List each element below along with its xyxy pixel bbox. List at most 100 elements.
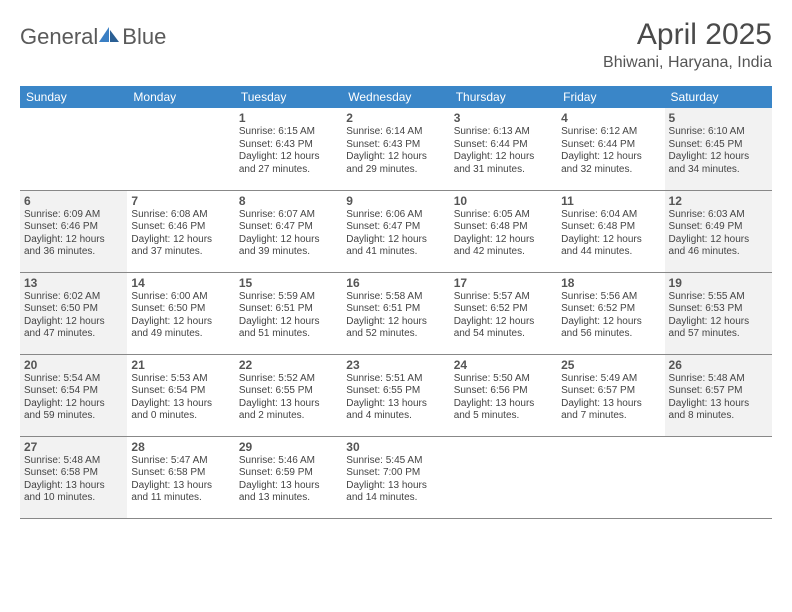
daylight-text-1: Daylight: 13 hours (669, 398, 768, 411)
calendar-day-cell: 8Sunrise: 6:07 AMSunset: 6:47 PMDaylight… (235, 190, 342, 272)
daylight-text-2: and 42 minutes. (454, 246, 553, 259)
calendar-empty-cell (450, 436, 557, 518)
calendar-day-cell: 30Sunrise: 5:45 AMSunset: 7:00 PMDayligh… (342, 436, 449, 518)
sunset-text: Sunset: 6:46 PM (24, 221, 123, 234)
day-info: Sunrise: 6:00 AMSunset: 6:50 PMDaylight:… (131, 291, 230, 341)
sunset-text: Sunset: 6:52 PM (454, 303, 553, 316)
sunrise-text: Sunrise: 6:04 AM (561, 209, 660, 222)
day-number: 7 (131, 194, 230, 208)
daylight-text-2: and 2 minutes. (239, 410, 338, 423)
sunrise-text: Sunrise: 5:59 AM (239, 291, 338, 304)
sunrise-text: Sunrise: 5:46 AM (239, 455, 338, 468)
weekday-header: Sunday (20, 86, 127, 108)
weekday-header-row: SundayMondayTuesdayWednesdayThursdayFrid… (20, 86, 772, 108)
weekday-header: Monday (127, 86, 234, 108)
sunset-text: Sunset: 6:47 PM (239, 221, 338, 234)
calendar-body: 1Sunrise: 6:15 AMSunset: 6:43 PMDaylight… (20, 108, 772, 518)
calendar-day-cell: 19Sunrise: 5:55 AMSunset: 6:53 PMDayligh… (665, 272, 772, 354)
calendar-day-cell: 29Sunrise: 5:46 AMSunset: 6:59 PMDayligh… (235, 436, 342, 518)
sunrise-text: Sunrise: 6:07 AM (239, 209, 338, 222)
sunrise-text: Sunrise: 5:52 AM (239, 373, 338, 386)
daylight-text-1: Daylight: 12 hours (346, 151, 445, 164)
weekday-header: Saturday (665, 86, 772, 108)
day-number: 14 (131, 276, 230, 290)
day-number: 9 (346, 194, 445, 208)
calendar-day-cell: 10Sunrise: 6:05 AMSunset: 6:48 PMDayligh… (450, 190, 557, 272)
daylight-text-1: Daylight: 13 hours (131, 398, 230, 411)
sunset-text: Sunset: 6:46 PM (131, 221, 230, 234)
calendar-day-cell: 6Sunrise: 6:09 AMSunset: 6:46 PMDaylight… (20, 190, 127, 272)
day-info: Sunrise: 5:55 AMSunset: 6:53 PMDaylight:… (669, 291, 768, 341)
day-info: Sunrise: 6:08 AMSunset: 6:46 PMDaylight:… (131, 209, 230, 259)
calendar-empty-cell (20, 108, 127, 190)
sunset-text: Sunset: 6:59 PM (239, 467, 338, 480)
day-number: 25 (561, 358, 660, 372)
sunset-text: Sunset: 6:49 PM (669, 221, 768, 234)
daylight-text-2: and 54 minutes. (454, 328, 553, 341)
daylight-text-1: Daylight: 13 hours (454, 398, 553, 411)
daylight-text-1: Daylight: 13 hours (131, 480, 230, 493)
sunset-text: Sunset: 6:57 PM (669, 385, 768, 398)
day-number: 29 (239, 440, 338, 454)
sunrise-text: Sunrise: 6:03 AM (669, 209, 768, 222)
day-info: Sunrise: 6:07 AMSunset: 6:47 PMDaylight:… (239, 209, 338, 259)
daylight-text-1: Daylight: 12 hours (239, 316, 338, 329)
daylight-text-1: Daylight: 13 hours (239, 398, 338, 411)
daylight-text-1: Daylight: 12 hours (346, 316, 445, 329)
day-info: Sunrise: 5:45 AMSunset: 7:00 PMDaylight:… (346, 455, 445, 505)
calendar-week-row: 27Sunrise: 5:48 AMSunset: 6:58 PMDayligh… (20, 436, 772, 518)
sunrise-text: Sunrise: 5:47 AM (131, 455, 230, 468)
sunrise-text: Sunrise: 6:12 AM (561, 126, 660, 139)
daylight-text-2: and 36 minutes. (24, 246, 123, 259)
day-number: 5 (669, 111, 768, 125)
sunrise-text: Sunrise: 6:00 AM (131, 291, 230, 304)
daylight-text-1: Daylight: 12 hours (454, 234, 553, 247)
day-info: Sunrise: 5:53 AMSunset: 6:54 PMDaylight:… (131, 373, 230, 423)
calendar-day-cell: 7Sunrise: 6:08 AMSunset: 6:46 PMDaylight… (127, 190, 234, 272)
daylight-text-2: and 0 minutes. (131, 410, 230, 423)
daylight-text-2: and 31 minutes. (454, 164, 553, 177)
calendar-day-cell: 28Sunrise: 5:47 AMSunset: 6:58 PMDayligh… (127, 436, 234, 518)
sunrise-text: Sunrise: 6:06 AM (346, 209, 445, 222)
daylight-text-2: and 32 minutes. (561, 164, 660, 177)
calendar-empty-cell (665, 436, 772, 518)
day-info: Sunrise: 5:52 AMSunset: 6:55 PMDaylight:… (239, 373, 338, 423)
sunset-text: Sunset: 6:55 PM (239, 385, 338, 398)
day-info: Sunrise: 5:59 AMSunset: 6:51 PMDaylight:… (239, 291, 338, 341)
sunset-text: Sunset: 6:56 PM (454, 385, 553, 398)
day-info: Sunrise: 6:06 AMSunset: 6:47 PMDaylight:… (346, 209, 445, 259)
daylight-text-2: and 27 minutes. (239, 164, 338, 177)
sunset-text: Sunset: 6:48 PM (561, 221, 660, 234)
daylight-text-1: Daylight: 13 hours (346, 480, 445, 493)
daylight-text-2: and 52 minutes. (346, 328, 445, 341)
daylight-text-1: Daylight: 12 hours (346, 234, 445, 247)
daylight-text-2: and 49 minutes. (131, 328, 230, 341)
sunset-text: Sunset: 7:00 PM (346, 467, 445, 480)
daylight-text-1: Daylight: 12 hours (669, 316, 768, 329)
day-info: Sunrise: 6:09 AMSunset: 6:46 PMDaylight:… (24, 209, 123, 259)
daylight-text-2: and 14 minutes. (346, 492, 445, 505)
calendar-table: SundayMondayTuesdayWednesdayThursdayFrid… (20, 86, 772, 519)
daylight-text-2: and 10 minutes. (24, 492, 123, 505)
sunrise-text: Sunrise: 5:49 AM (561, 373, 660, 386)
sunrise-text: Sunrise: 5:56 AM (561, 291, 660, 304)
day-info: Sunrise: 5:57 AMSunset: 6:52 PMDaylight:… (454, 291, 553, 341)
daylight-text-2: and 37 minutes. (131, 246, 230, 259)
sunset-text: Sunset: 6:54 PM (24, 385, 123, 398)
sunrise-text: Sunrise: 5:57 AM (454, 291, 553, 304)
calendar-empty-cell (127, 108, 234, 190)
day-number: 27 (24, 440, 123, 454)
sunset-text: Sunset: 6:54 PM (131, 385, 230, 398)
calendar-day-cell: 15Sunrise: 5:59 AMSunset: 6:51 PMDayligh… (235, 272, 342, 354)
calendar-day-cell: 22Sunrise: 5:52 AMSunset: 6:55 PMDayligh… (235, 354, 342, 436)
day-number: 24 (454, 358, 553, 372)
sunset-text: Sunset: 6:52 PM (561, 303, 660, 316)
calendar-day-cell: 20Sunrise: 5:54 AMSunset: 6:54 PMDayligh… (20, 354, 127, 436)
daylight-text-2: and 34 minutes. (669, 164, 768, 177)
daylight-text-2: and 57 minutes. (669, 328, 768, 341)
sunset-text: Sunset: 6:44 PM (561, 139, 660, 152)
daylight-text-1: Daylight: 13 hours (561, 398, 660, 411)
day-number: 3 (454, 111, 553, 125)
day-number: 1 (239, 111, 338, 125)
calendar-day-cell: 12Sunrise: 6:03 AMSunset: 6:49 PMDayligh… (665, 190, 772, 272)
